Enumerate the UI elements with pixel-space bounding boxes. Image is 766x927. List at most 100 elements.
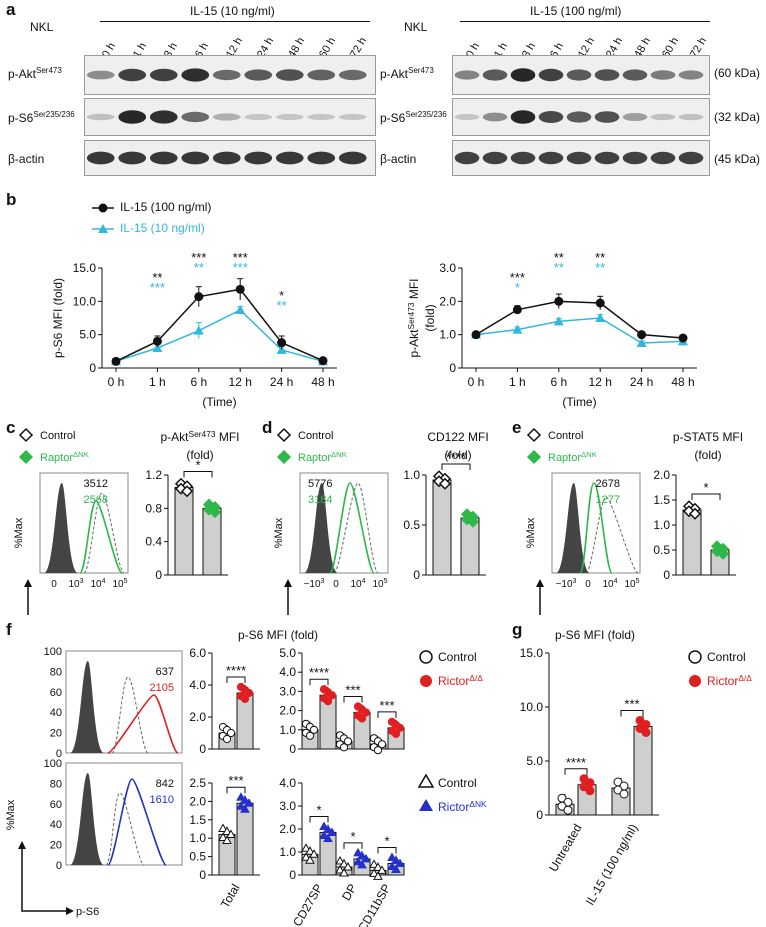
significance: * <box>384 834 389 849</box>
treatment-title: IL-15 (100 ng/ml) <box>530 4 622 18</box>
x-tick-label: 12 h <box>589 375 612 389</box>
histogram-frame <box>551 472 641 574</box>
legend-label: Control <box>707 650 746 664</box>
mfi-value: 3184 <box>308 494 332 506</box>
x-tick-label: 0 <box>585 579 591 590</box>
data-point <box>208 506 222 519</box>
significance-bracket <box>343 696 363 703</box>
significance: *** <box>510 270 525 285</box>
x-tick-label: 24 h <box>630 375 653 389</box>
legend-label: IL-15 (10 ng/ml) <box>120 221 205 235</box>
data-point <box>323 824 333 833</box>
data-point <box>387 852 397 861</box>
stain-histogram <box>107 778 167 866</box>
y-tick-label: 5.0 <box>279 646 296 660</box>
blot-band <box>566 111 592 123</box>
data-point <box>361 853 371 863</box>
x-tick-label: 6 h <box>550 375 567 389</box>
data-point <box>180 485 194 498</box>
data-point <box>319 821 329 830</box>
data-point <box>688 507 702 520</box>
data-point <box>526 449 542 465</box>
blot-band <box>338 113 367 121</box>
cell-line-label: NKL <box>404 20 428 34</box>
bar-title: (fold) <box>444 448 471 462</box>
data-point <box>395 723 405 732</box>
stain-histogram <box>579 482 613 574</box>
blot-strip <box>452 98 710 136</box>
x-tick-label: 0 <box>51 579 57 590</box>
legend-label: Control <box>548 430 583 442</box>
data-point <box>526 427 542 443</box>
stain-histogram <box>79 500 123 574</box>
significance: **** <box>226 663 246 678</box>
isotype-histogram <box>44 482 78 573</box>
data-point <box>373 746 383 755</box>
data-point <box>343 737 353 746</box>
y-axis-title: p-S6 MFI (fold) <box>51 278 65 358</box>
data-point <box>357 714 367 723</box>
y-tick-label: 0 <box>413 568 420 582</box>
axis-arrow <box>21 845 70 912</box>
bar <box>202 507 222 576</box>
y-tick-label: 100 <box>44 758 62 770</box>
x-tick-label: 6 h <box>190 375 207 389</box>
treatment-bar <box>460 21 710 22</box>
y-tick-label: 2.0 <box>279 704 296 718</box>
blot-band <box>566 69 592 81</box>
significance: *** <box>379 698 394 713</box>
data-point <box>554 296 564 306</box>
significance: *** <box>624 696 639 711</box>
x-tick-label: 105 <box>112 578 127 590</box>
data-point <box>305 855 315 864</box>
x-tick-label: 104 <box>602 578 617 590</box>
x-tick-label: 48 h <box>671 375 694 389</box>
significance-bracket <box>226 786 246 794</box>
arrow-head <box>284 579 292 587</box>
y-tick-label: 0 <box>449 361 456 375</box>
row-label-ps6: p-S6Ser235/236 <box>8 110 75 125</box>
y-axis-title: (fold) <box>423 304 437 331</box>
y-tick-label: 0.5 <box>653 543 670 557</box>
blot-band <box>118 110 147 124</box>
x-tick-label: 104 <box>350 578 365 590</box>
mfi-value: 1610 <box>150 794 174 806</box>
kda-label: (45 kDa) <box>714 152 761 166</box>
data-point <box>218 832 228 842</box>
blot-band <box>594 111 620 123</box>
blot-band <box>275 113 304 121</box>
y-axis-title: %Max <box>13 517 25 548</box>
cell-line-label: NKL <box>30 20 54 34</box>
y-tick-label: 1.5 <box>189 813 206 827</box>
x-category-label: DP <box>339 882 359 903</box>
data-point <box>194 292 204 302</box>
significance: ** <box>277 298 287 313</box>
row-label-actin: β-actin <box>380 152 417 166</box>
row-label-pakt: p-AktSer473 <box>8 66 62 81</box>
significance-bracket <box>309 815 329 823</box>
data-point <box>369 868 379 877</box>
x-tick-label: 1 h <box>149 375 166 389</box>
blot-band <box>650 113 676 121</box>
blot-band <box>538 111 564 123</box>
line-chart-ps6: 0 5.0 10.0 15.0 0 h 1 h 6 h 12 h 24 h 48 h (Time) *… <box>51 250 337 409</box>
y-tick-label: 60 <box>50 687 62 699</box>
y-axis-title: p-AktSer473 MFI <box>406 278 421 357</box>
time-course-panel: IL-15 (100 ng/ml) IL-15 (10 ng/ml) 0 5.0 1… <box>0 190 766 415</box>
significance-bracket <box>309 678 329 686</box>
data-point <box>305 731 315 740</box>
y-axis-title: %Max <box>5 799 17 830</box>
arrow-head <box>24 579 32 587</box>
blot-band <box>454 151 480 165</box>
legend-marker <box>688 650 702 664</box>
data-point <box>353 847 363 857</box>
data-point <box>277 338 287 348</box>
arrow-head <box>66 907 74 915</box>
x-tick-label: 48 h <box>311 375 334 389</box>
data-point <box>563 805 573 815</box>
x-axis-title: p-S6 <box>76 906 99 918</box>
blot-band <box>594 151 620 165</box>
data-point <box>335 855 345 865</box>
bar-title: p-STAT5 MFI <box>673 430 743 444</box>
panel-label-c: c <box>6 418 16 437</box>
